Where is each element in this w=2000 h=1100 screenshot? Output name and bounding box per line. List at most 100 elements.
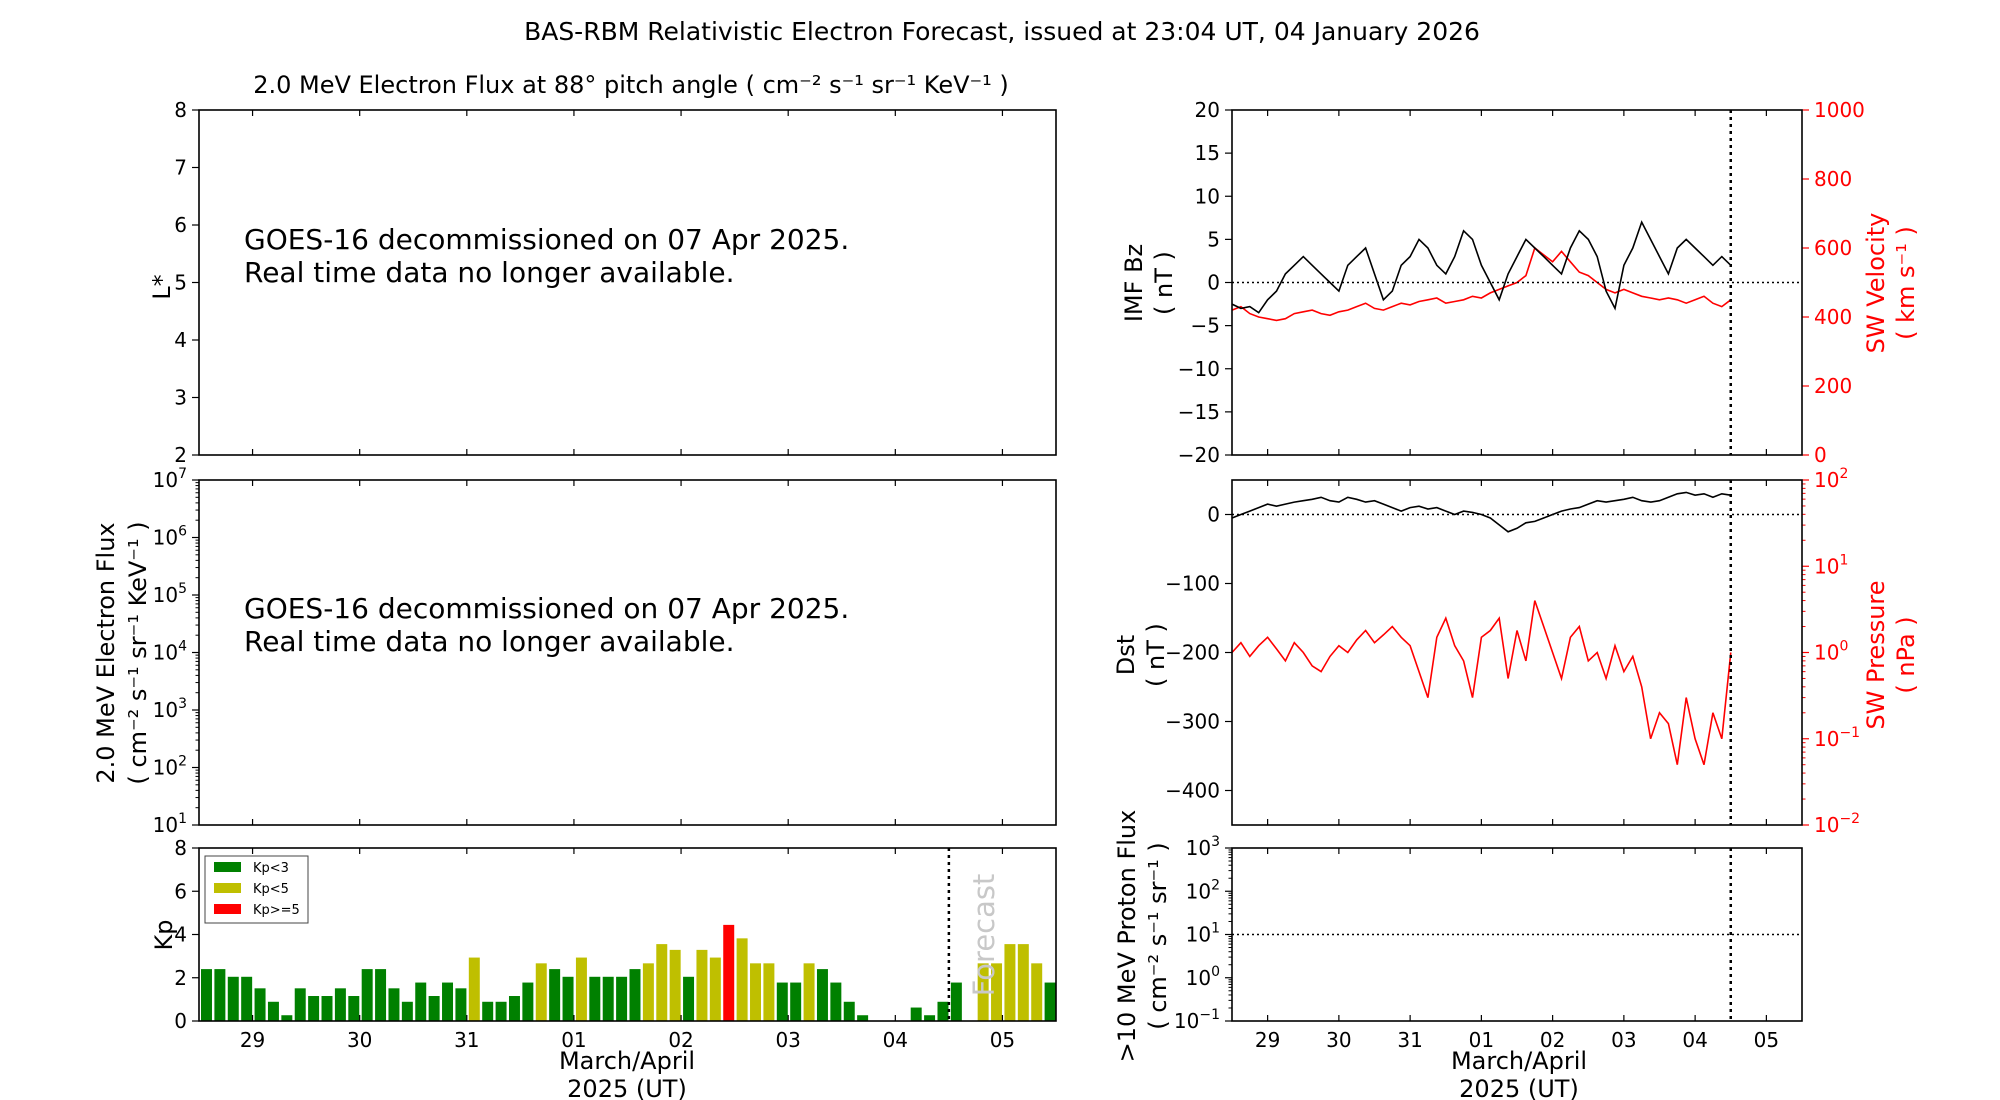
kp-bar [508,996,520,1021]
kp-bar [308,996,320,1021]
imf-ytick-label: 5 [1207,227,1220,251]
imf-ytick-label: −20 [1178,443,1220,467]
kp-xtick-label: 31 [454,1028,479,1052]
kp-bar [321,996,333,1021]
dst-ytick-label: −300 [1165,710,1220,734]
kp-legend-label-mid: Kp<5 [253,882,289,897]
kp-bar [348,996,360,1021]
dst-panel: −400 −300 −200 −100 0 10−2 10−1 100 101 102 Dst (… [1112,466,1920,837]
lstar-ytick-label: 4 [174,328,187,352]
proton-xtick-label: 03 [1611,1028,1636,1052]
kp-xtick-label: 03 [775,1028,800,1052]
proton-xtick-label: 31 [1397,1028,1422,1052]
kp-bar [750,963,761,1021]
kp-bar [267,1001,279,1021]
sw-velocity-ytick-label: 1000 [1814,98,1865,122]
imf-bz-line [1231,220,1732,314]
imf-ylabel-line2: ( nT ) [1150,251,1178,315]
dst-ytick-label: −400 [1165,779,1220,803]
lstar-panel-title: 2.0 MeV Electron Flux at 88° pitch angle… [253,71,1009,99]
kp-bar [709,957,721,1021]
kp-bar [227,976,239,1021]
kp-ytick-label: 6 [174,879,187,903]
lstar-message-line2: Real time data no longer available. [244,256,735,289]
kp-bar [1031,963,1043,1021]
kp-xtick-label: 02 [668,1028,693,1052]
proton-grid: 29 30 31 01 02 03 04 05 10−1 100 101 102 103 [1174,834,1779,1052]
kp-bar [736,938,748,1021]
kp-forecast-label: Forecast [967,874,1001,997]
kp-bar [281,1015,293,1021]
imf-ytick-label: 20 [1195,98,1220,122]
eflux-ytick-label: 103 [153,696,187,722]
kp-legend: Kp<3 Kp<5 Kp>=5 [204,855,309,924]
proton-ytick-label: 10−1 [1174,1007,1220,1033]
kp-legend-label-low: Kp<3 [253,861,289,876]
kp-bar [428,996,440,1021]
kp-xtick-label: 30 [347,1028,372,1052]
sw-pressure-ytick-label: 102 [1814,466,1848,492]
dst-plot-area [1231,479,1803,826]
dst-ylabel-line2: ( nT ) [1142,623,1170,687]
kp-bar [388,988,400,1021]
kp-bar [803,963,815,1021]
lstar-ytick-label: 5 [174,271,187,295]
sw-velocity-ylabel-line2: ( km s⁻¹ ) [1892,226,1920,340]
kp-legend-swatch-low [214,862,241,872]
proton-ytick-label: 100 [1186,964,1220,990]
kp-bar [375,969,387,1021]
kp-bar [991,963,1003,1021]
eflux-ytick-label: 102 [153,754,187,780]
proton-xtick-label: 05 [1754,1028,1779,1052]
kp-bar [575,957,587,1021]
dst-ylabel-line1: Dst [1112,635,1140,675]
sw-velocity-ytick-label: 600 [1814,236,1852,260]
kp-bar [642,963,654,1021]
kp-bar [201,969,212,1021]
kp-bar [535,963,547,1021]
proton-ytick-label: 103 [1186,834,1220,860]
dst-ytick-label: 0 [1207,503,1220,527]
kp-bar [482,1001,494,1021]
kp-bar [669,949,681,1021]
sw-pressure-ylabel-line1: SW Pressure [1862,580,1890,729]
eflux-message-line1: GOES-16 decommissioned on 07 Apr 2025. [244,592,849,625]
kp-bar [924,1015,936,1021]
kp-xtick-label: 29 [240,1028,265,1052]
eflux-message-line2: Real time data no longer available. [244,625,735,658]
dst-ytick-label: −100 [1165,572,1220,596]
sw-velocity-ytick-label: 800 [1814,167,1852,191]
kp-bar [656,944,668,1021]
sw-pressure-ylabel-line2: ( nPa ) [1892,616,1920,693]
kp-bar [857,1015,869,1021]
kp-bar [602,976,614,1021]
kp-bar [361,969,373,1021]
lstar-ylabel: L* [148,274,176,299]
sw-velocity-ytick-label: 200 [1814,374,1852,398]
kp-bar [696,949,708,1021]
sw-pressure-line [1231,600,1732,765]
imf-ytick-label: −5 [1191,314,1220,338]
kp-bar [455,988,467,1021]
kp-ytick-label: 8 [174,836,187,860]
kp-bar [763,963,775,1021]
kp-bar [214,969,226,1021]
kp-xlabel-line2: 2025 (UT) [567,1075,687,1100]
lstar-grid: 2 3 4 5 6 7 8 [174,98,1004,467]
kp-bar [241,976,253,1021]
sw-velocity-ylabel-line1: SW Velocity [1862,213,1890,354]
lstar-message-line1: GOES-16 decommissioned on 07 Apr 2025. [244,223,849,256]
imf-ytick-label: −15 [1178,400,1220,424]
kp-ylabel: Kp [150,920,178,951]
kp-bar [816,969,828,1021]
sw-velocity-ytick-label: 400 [1814,305,1852,329]
kp-xtick-label: 04 [883,1028,908,1052]
imf-ytick-label: 10 [1195,184,1220,208]
dst-grid: −400 −300 −200 −100 0 10−2 10−1 100 101 102 [1165,466,1860,837]
eflux-panel: 101 102 103 104 105 106 107 2.0 MeV Electron F… [92,466,1057,837]
kp-bar [1004,944,1016,1021]
imf-ytick-label: −10 [1178,357,1220,381]
kp-ytick-label: 0 [174,1009,187,1033]
lstar-ytick-label: 8 [174,98,187,122]
